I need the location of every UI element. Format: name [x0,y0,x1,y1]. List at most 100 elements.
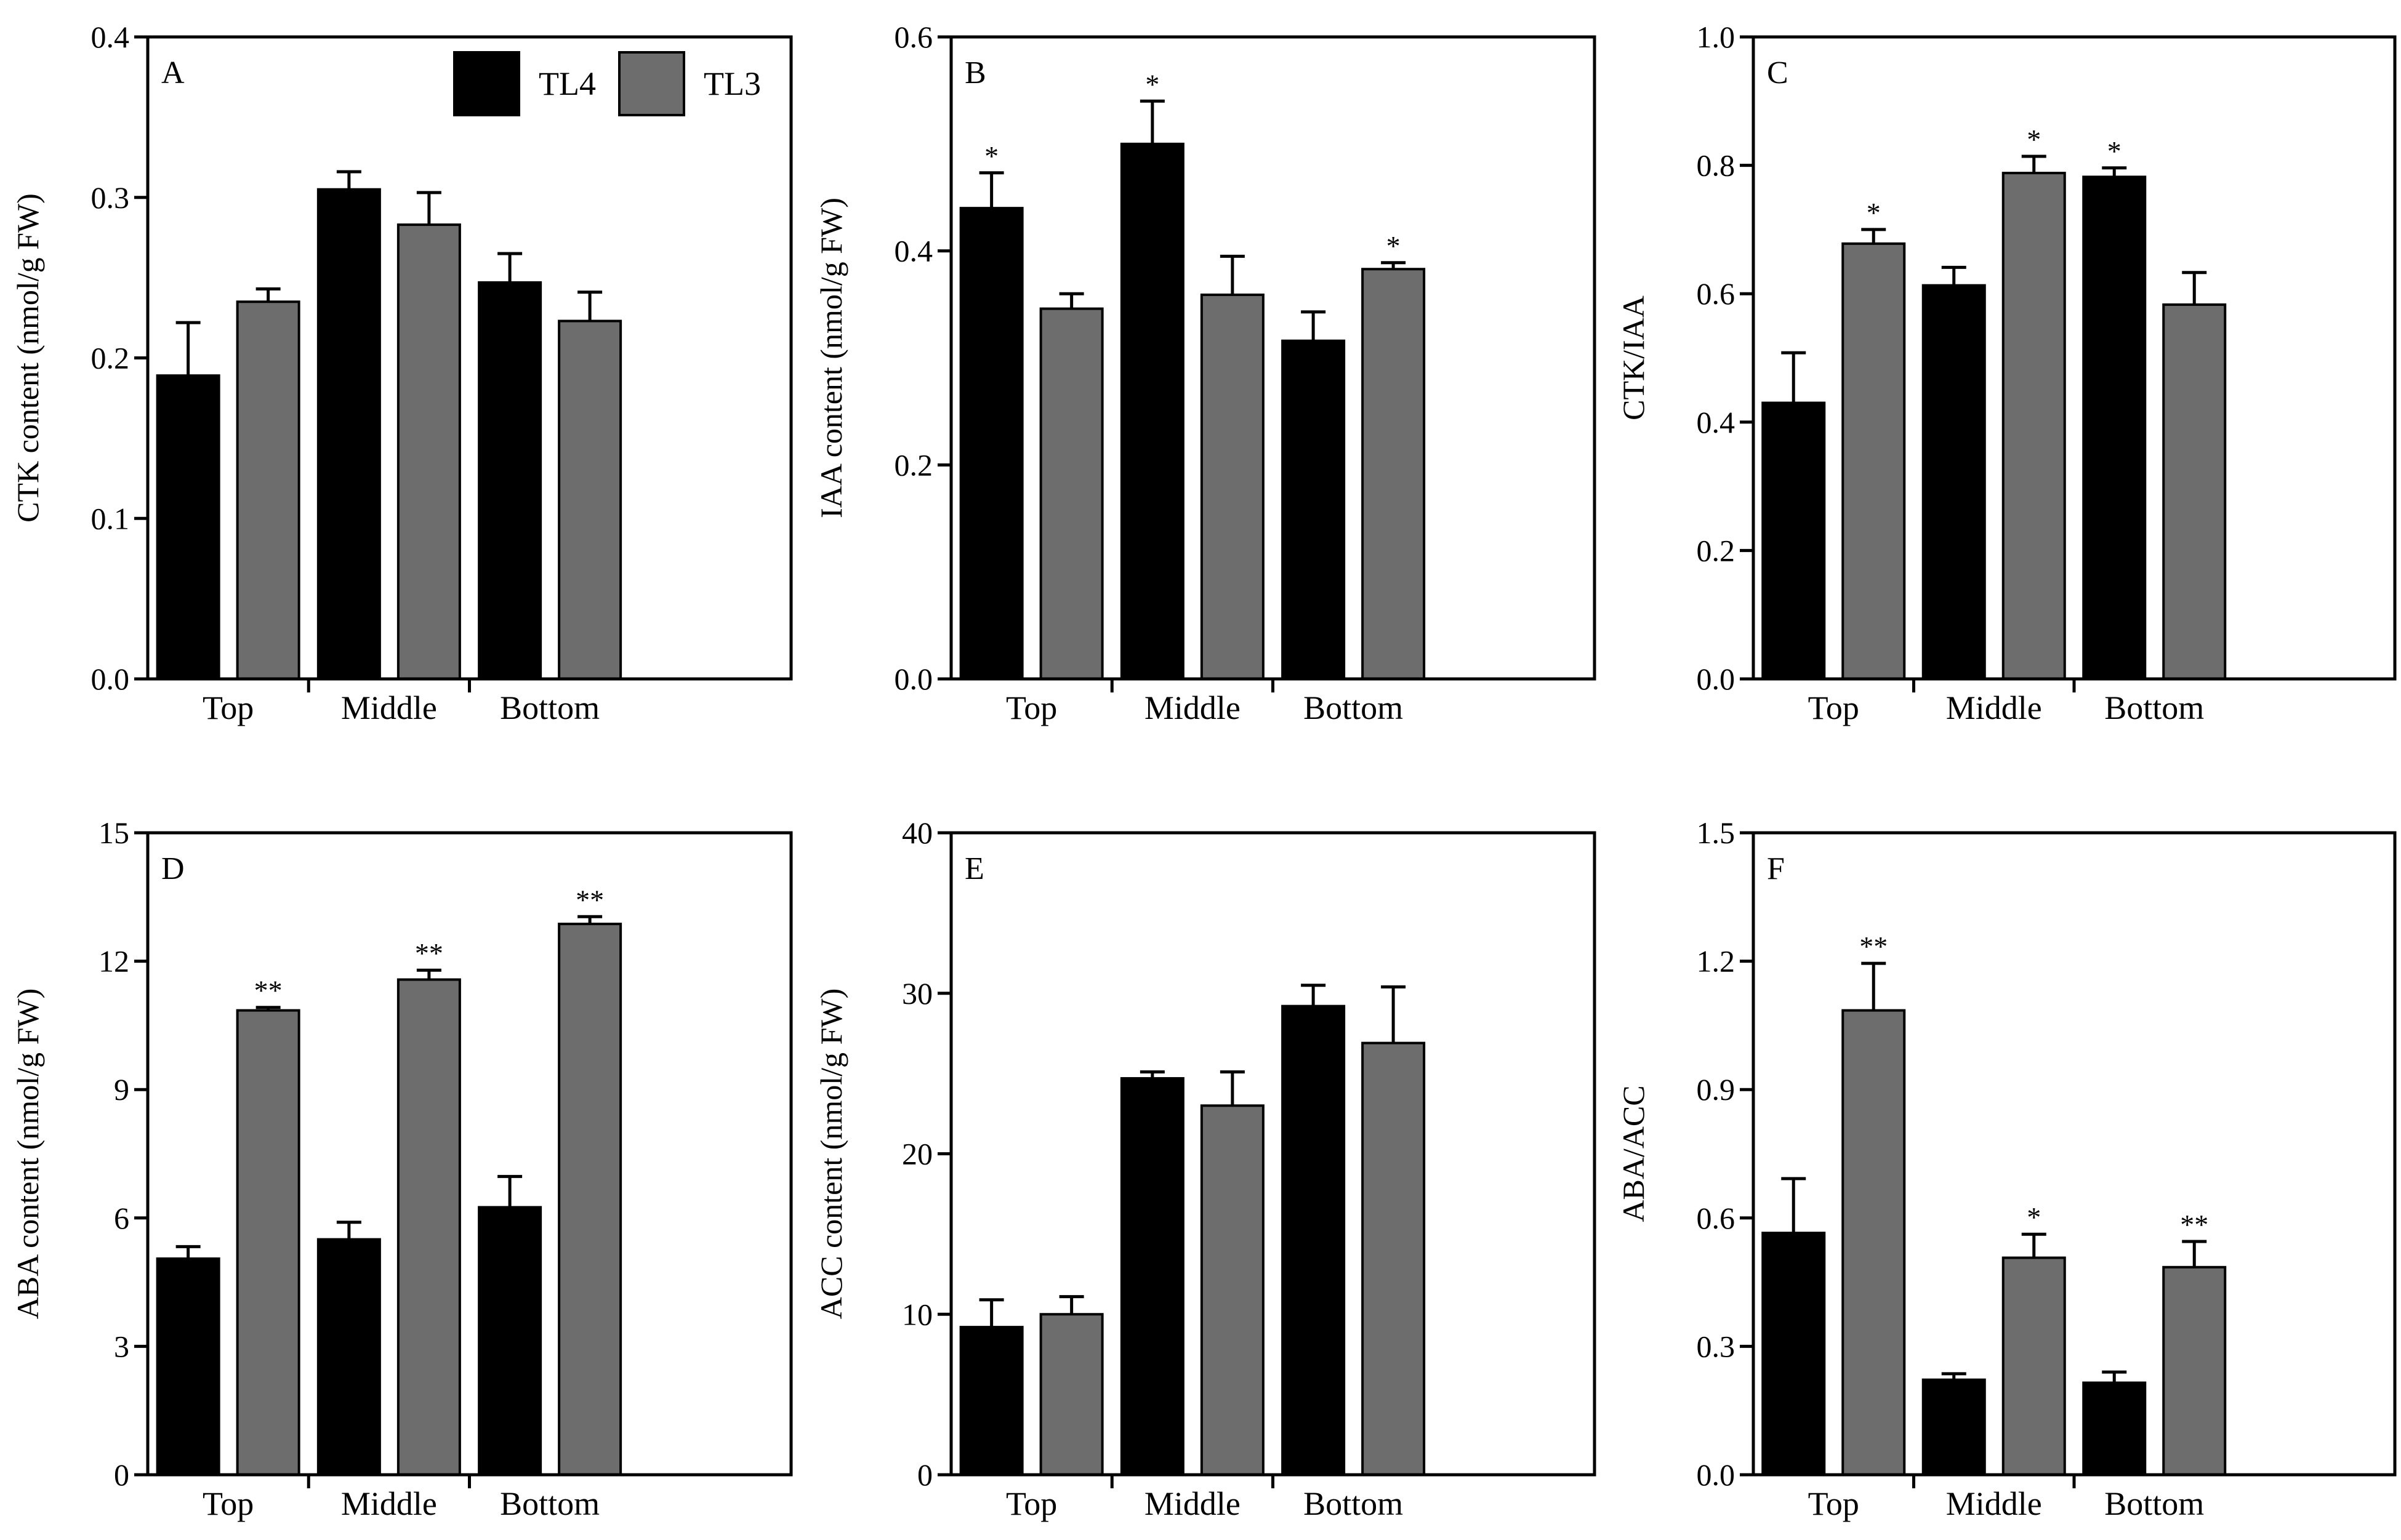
bar-e-tl4-bottom [1281,1005,1346,1476]
bar-f-tl4-bottom [2082,1381,2147,1477]
bar-b-tl3-top [1039,307,1104,680]
y-tick-label: 12 [99,944,129,979]
bar-f-tl3-bottom [2162,1265,2227,1477]
legend: TL4 TL3 [453,51,761,116]
bar-d-tl4-middle [316,1238,381,1476]
y-tick-label: 0.8 [1697,148,1735,183]
y-tick-label: 3 [114,1329,129,1363]
bar-e-tl3-middle [1200,1104,1265,1476]
panel-letter: C [1767,55,1788,90]
y-axis-label: IAA content (nmol/g FW) [814,198,848,518]
bar-b-tl3-bottom [1361,268,1426,680]
y-axis-label: ABA/ACC [1616,1085,1651,1222]
panel-letter: E [965,851,984,886]
panel-letter: A [161,55,185,90]
significance-marker: * [2027,124,2041,155]
x-tick-label: Top [1006,689,1057,726]
panel-letter: B [965,55,986,90]
panels: 0.0 0.1 0.2 0.3 0.4 Top Middle Bottom CTK conten… [10,20,2397,1522]
y-tick-label: 0.4 [91,20,130,54]
y-tick-label: 0.0 [91,662,130,696]
panel-c: * * * 0.0 0.2 0.4 0.6 0.8 1.0 Top Middle Bottom CTK/… [1616,20,2397,726]
bar-d-tl4-bottom [478,1206,542,1476]
bar-c-tl4-top [1761,401,1826,680]
bar-a-tl4-bottom [478,281,542,680]
bar-d-tl3-middle [396,978,461,1477]
bar-d-tl3-top [236,1009,300,1476]
y-tick-label: 6 [114,1201,129,1235]
y-tick-label: 0.9 [1697,1072,1735,1107]
significance-marker: * [1867,197,1881,228]
x-tick-label: Middle [1144,1485,1241,1522]
panel-e: 0 10 20 30 40 Top Middle Bottom ACC content (nmo… [814,816,1596,1522]
bar-e-tl4-top [959,1326,1024,1477]
y-tick-label: 1.5 [1697,816,1735,850]
significance-marker: ** [2180,1209,2208,1240]
significance-marker: * [1386,230,1401,262]
legend-label-tl4: TL4 [539,65,596,102]
x-tick-label: Top [1808,1485,1859,1522]
y-tick-label: 0.6 [1697,276,1735,311]
x-tick-label: Middle [1144,689,1241,726]
panel-letter: D [161,851,185,886]
y-tick-label: 0.6 [1697,1201,1735,1235]
y-tick-label: 0.4 [1697,405,1735,439]
y-tick-label: 30 [902,976,933,1011]
y-tick-label: 0.0 [895,662,933,696]
x-tick-label: Bottom [1303,689,1403,726]
y-axis-label: CTK/IAA [1616,295,1651,420]
panel-d: ** ** ** 0 3 6 9 12 15 Top Middle Bottom ABA content… [10,816,793,1522]
x-tick-label: Top [203,689,254,726]
y-tick-label: 40 [902,816,933,850]
y-tick-label: 1.2 [1697,944,1735,979]
legend-swatch-tl3 [618,51,685,116]
bar-e-tl4-middle [1120,1077,1184,1476]
x-tick-label: Bottom [2104,689,2204,726]
bar-d-tl4-top [156,1257,220,1477]
bar-f-tl3-middle [2001,1256,2066,1476]
x-tick-label: Bottom [500,1485,600,1522]
x-tick-label: Bottom [1303,1485,1403,1522]
y-tick-label: 0.3 [91,180,130,215]
significance-marker: ** [415,937,443,969]
bar-f-tl4-middle [1921,1378,1986,1476]
bar-a-tl3-bottom [558,319,622,680]
bar-a-tl3-top [236,300,300,680]
bar-b-tl3-middle [1200,293,1265,680]
y-tick-label: 0.1 [91,501,130,535]
y-tick-label: 20 [902,1137,933,1171]
y-tick-label: 10 [902,1297,933,1331]
significance-marker: * [2107,135,2121,167]
y-tick-label: 15 [99,816,129,850]
significance-marker: ** [254,975,283,1006]
bar-f-tl3-top [1841,1009,1906,1476]
significance-marker: * [1145,68,1159,100]
y-tick-label: 0.2 [91,341,130,375]
bar-a-tl3-middle [396,223,461,680]
bar-a-tl4-top [156,374,220,680]
significance-marker: * [2027,1201,2041,1233]
panel-letter: F [1767,851,1785,886]
y-tick-label: 0.0 [1697,662,1735,696]
bar-d-tl3-bottom [558,923,622,1476]
significance-marker: ** [576,884,604,915]
x-tick-label: Middle [1946,689,2042,726]
x-tick-label: Top [203,1485,254,1522]
legend-swatch-tl4 [453,51,520,116]
panel-b: * * * 0.0 0.2 0.4 0.6 Top Middle Bottom IAA conten… [814,20,1596,726]
panel-a: 0.0 0.1 0.2 0.3 0.4 Top Middle Bottom CTK conten… [10,20,793,726]
x-tick-label: Middle [341,689,437,726]
y-tick-label: 0.4 [895,234,933,268]
bar-c-tl3-bottom [2162,303,2227,680]
y-tick-label: 0 [917,1458,933,1492]
bar-a-tl4-middle [316,188,381,680]
y-axis-label: ABA content (nmol/g FW) [10,989,45,1319]
x-tick-label: Middle [1946,1485,2042,1522]
x-tick-label: Middle [341,1485,437,1522]
x-tick-label: Top [1808,689,1859,726]
bar-b-tl4-bottom [1281,339,1346,680]
y-axis-label: ACC content (nmol/g FW) [814,989,848,1319]
y-tick-label: 9 [114,1072,129,1107]
